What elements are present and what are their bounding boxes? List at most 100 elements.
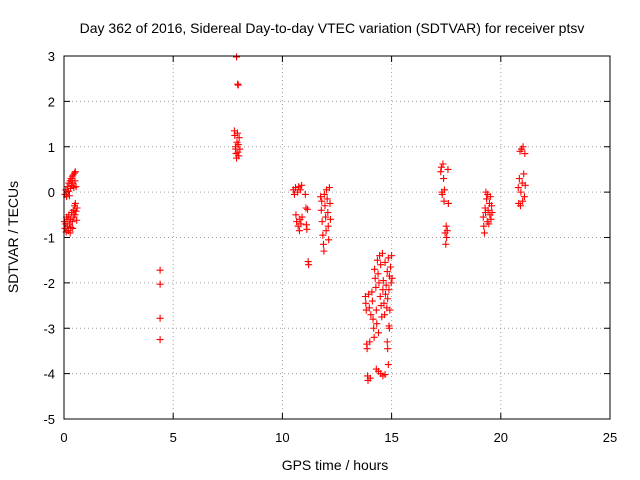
data-point [376,292,384,300]
data-point [295,227,303,235]
data-point [362,299,370,307]
data-point [521,150,529,158]
data-point [234,81,242,89]
data-point [320,247,328,255]
data-point [372,306,380,314]
data-point [366,338,374,346]
data-point [443,227,451,235]
data-point [377,261,385,269]
x-tick-label: 25 [603,430,617,445]
data-point [366,374,374,382]
data-point [442,222,450,230]
data-point [325,236,333,244]
data-point [363,345,371,353]
data-point [384,361,392,369]
data-point [520,170,528,178]
data-point [71,168,79,176]
data-point [69,224,77,232]
data-point [371,265,379,273]
data-point [71,199,79,207]
data-point [374,270,382,278]
data-point [369,315,377,323]
data-point [437,168,445,176]
data-point [302,204,310,212]
data-point [437,163,445,171]
data-point [387,279,395,287]
plot-frame [63,55,611,420]
data-point [488,202,496,210]
data-point [374,329,382,337]
data-point [68,218,76,226]
x-tick-label: 5 [170,430,177,445]
data-point [156,266,164,274]
data-point [303,225,311,233]
data-point [521,181,529,189]
data-point [372,283,380,291]
data-point [385,286,393,294]
data-point [70,169,78,177]
data-point [514,184,522,192]
x-tick-label: 15 [384,430,398,445]
data-point [235,134,243,142]
data-point [324,222,332,230]
data-point [367,311,375,319]
tick-labels: 0 5 10 15 20 25 -5 -4 -3 -2 -1 0 1 2 3 [43,49,617,445]
data-point [319,240,327,248]
data-point [370,324,378,332]
y-tick-label: -5 [43,412,55,427]
data-point [383,268,391,276]
data-point [384,295,392,303]
data-point [479,213,487,221]
data-point [480,222,488,230]
data-point [486,193,494,201]
data-point [373,256,381,264]
y-tick-label: -1 [43,231,55,246]
data-point [72,183,80,191]
data-point [234,80,242,88]
data-point [66,229,74,237]
data-point [485,220,493,228]
data-point [382,281,390,289]
data-point [384,345,392,353]
data-point [73,204,81,212]
chart-title: Day 362 of 2016, Sidereal Day-to-day VTE… [80,20,585,36]
data-point [320,190,328,198]
data-point [156,314,164,322]
data-point [317,206,325,214]
data-point [379,286,387,294]
data-point [368,288,376,296]
data-point [388,274,396,282]
data-point [324,209,332,217]
data-point [375,279,383,287]
data-point [515,175,523,183]
data-point [516,202,524,210]
data-point [322,227,330,235]
data-point [443,234,451,241]
data-point [236,145,244,153]
data-point [379,277,387,285]
data-point [440,197,448,205]
data-point [325,184,333,192]
y-axis-label: SDTVAR / TECUs [5,181,21,293]
data-point [440,175,448,183]
y-tick-label: 0 [48,185,55,200]
data-point [381,258,389,266]
data-point [292,184,300,192]
data-point [487,215,495,223]
data-point [67,224,75,232]
data-point [444,199,452,207]
data-point [438,190,446,198]
data-points [60,53,529,384]
data-point [440,186,448,194]
data-point [387,263,395,271]
data-point [385,324,393,332]
data-point [380,299,388,307]
data-point [381,371,389,379]
data-point [65,192,73,200]
x-axis-label: GPS time / hours [282,457,389,473]
data-point [235,152,243,160]
data-point [370,333,378,341]
data-point [297,220,305,228]
x-tick-label: 20 [494,430,508,445]
